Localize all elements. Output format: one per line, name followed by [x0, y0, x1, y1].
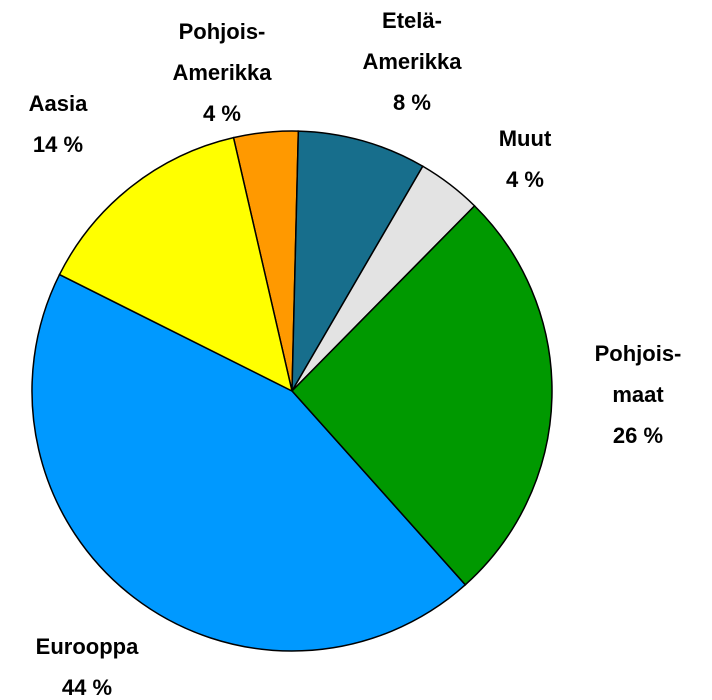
slice-label: Aasia [29, 91, 88, 116]
label-line: Aasia [29, 91, 88, 116]
value-label: 44 % [62, 675, 112, 700]
label-line: Etelä- [382, 8, 442, 33]
value-label: 14 % [33, 132, 83, 157]
slice-label: Eurooppa [36, 634, 139, 659]
slice-label: Pohjois- Amerikka [172, 19, 272, 85]
value-label: 4 % [203, 101, 241, 126]
label-line: Amerikka [172, 60, 272, 85]
slice-label: Muut [499, 126, 552, 151]
label-line: Pohjois- [179, 19, 266, 44]
slice-label: Etelä- Amerikka [362, 8, 462, 74]
pie-slice [290, 204, 553, 586]
label-line: maat [612, 382, 664, 407]
pie-slice [58, 136, 294, 393]
label-line: Eurooppa [36, 634, 139, 659]
value-label: 4 % [506, 167, 544, 192]
slice-label: Pohjois-maat [595, 341, 682, 407]
pie-slice [291, 130, 424, 392]
value-label: 8 % [393, 90, 431, 115]
value-label: 26 % [613, 423, 663, 448]
label-line: Muut [499, 126, 552, 151]
label-line: Pohjois- [595, 341, 682, 366]
label-line: Amerikka [362, 49, 462, 74]
pie-slice [31, 273, 467, 652]
